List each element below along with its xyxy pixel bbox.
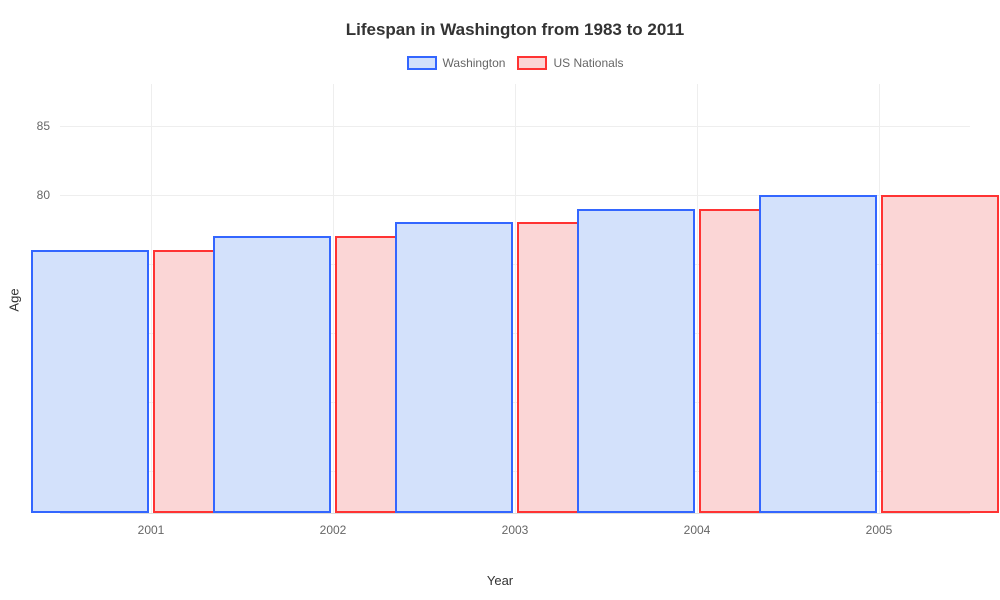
ytick-label: 85 (37, 119, 60, 133)
bar (881, 195, 999, 513)
legend-label-us-nationals: US Nationals (553, 56, 623, 70)
xtick-label: 2002 (320, 513, 347, 537)
chart-title: Lifespan in Washington from 1983 to 2011 (60, 20, 970, 40)
xtick-label: 2001 (138, 513, 165, 537)
y-axis-label: Age (7, 288, 22, 311)
x-axis-label: Year (487, 573, 513, 588)
legend-item-washington: Washington (407, 56, 506, 70)
legend-label-washington: Washington (443, 56, 506, 70)
bar (213, 236, 331, 513)
plot-area: 60657075808520012002200320042005 (60, 84, 970, 514)
legend-swatch-us-nationals (517, 56, 547, 70)
bar (395, 222, 513, 513)
bar (759, 195, 877, 513)
legend-item-us-nationals: US Nationals (517, 56, 623, 70)
chart-container: Lifespan in Washington from 1983 to 2011… (0, 0, 1000, 600)
xtick-label: 2004 (684, 513, 711, 537)
xtick-label: 2005 (866, 513, 893, 537)
ytick-label: 80 (37, 188, 60, 202)
xtick-label: 2003 (502, 513, 529, 537)
bar (577, 209, 695, 513)
legend-swatch-washington (407, 56, 437, 70)
legend: Washington US Nationals (60, 56, 970, 70)
bar (31, 250, 149, 513)
